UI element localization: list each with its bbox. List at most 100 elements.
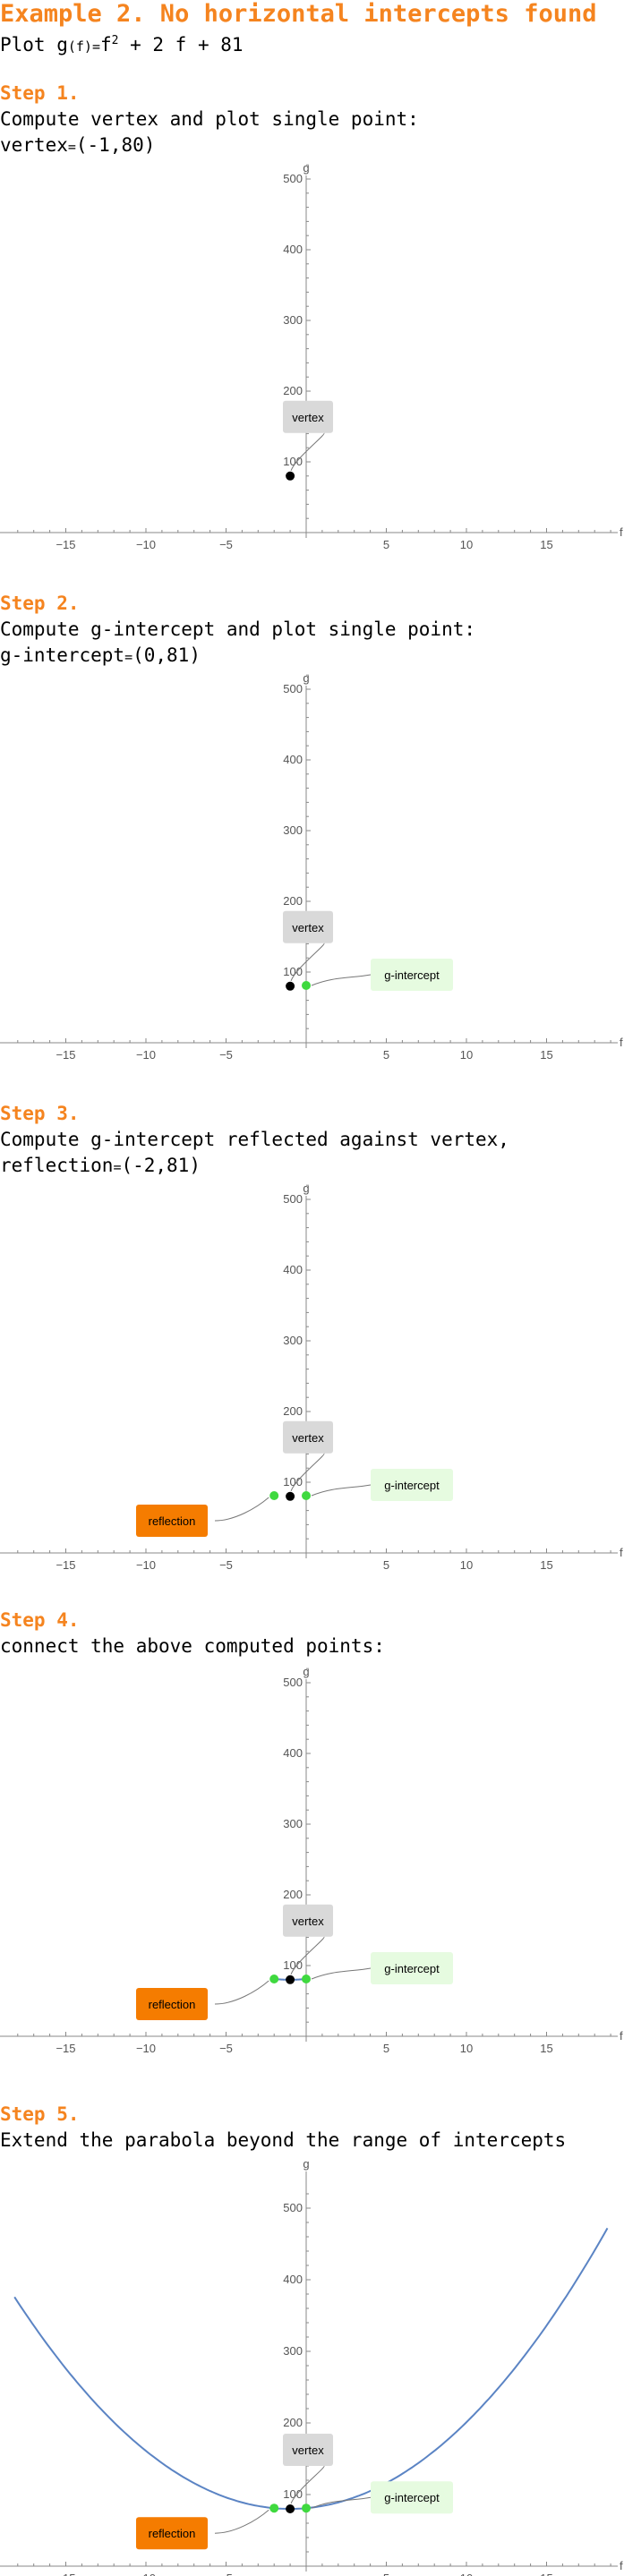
vertex-point xyxy=(286,981,295,991)
x-tick-label: −10 xyxy=(136,1558,156,1572)
g-intercept-leader-line xyxy=(311,1967,372,1980)
g-intercept-label-box xyxy=(371,959,453,992)
g-intercept-label: g-intercept xyxy=(384,2491,440,2504)
intro-fname: f xyxy=(99,34,112,55)
step-1-heading: Step 1. xyxy=(0,82,80,104)
y-tick-label: 300 xyxy=(283,1817,303,1830)
x-tick-label: −15 xyxy=(56,2572,75,2576)
vertex-point xyxy=(286,1975,295,1984)
step-2-var-value: (0,81) xyxy=(132,644,201,666)
vertex-label-box xyxy=(283,910,333,943)
x-tick-label: −5 xyxy=(219,2572,233,2576)
x-tick-label: 15 xyxy=(540,1558,552,1572)
y-tick-label: 300 xyxy=(283,313,303,327)
step-5-heading: Step 5. xyxy=(0,2103,80,2125)
y-tick-label: 400 xyxy=(283,2273,303,2286)
g-intercept-label-box xyxy=(371,2481,453,2514)
x-tick-label: 10 xyxy=(460,1558,473,1572)
y-tick-label: 500 xyxy=(283,2201,303,2214)
x-tick-label: 10 xyxy=(460,2572,473,2576)
y-tick-label: 400 xyxy=(283,1746,303,1760)
reflection-point xyxy=(269,1491,279,1501)
step-2-plot: −15 −10 −5 5 10 15 100 200 300 400 500 f g vertex g-in… xyxy=(0,671,623,1062)
x-tick-label: 15 xyxy=(540,538,552,551)
step-1-plot: −15 −10 −5 5 10 15 100 200 300 400 500 f g vertex xyxy=(0,161,623,551)
step-1-line-2: vertex=(-1,80) xyxy=(0,134,155,156)
y-tick-label: 300 xyxy=(283,823,303,837)
x-tick-label: 5 xyxy=(383,2572,389,2576)
x-tick-label: 10 xyxy=(460,538,473,551)
vertex-label-box xyxy=(283,1904,333,1937)
step-5-plot: −15 −10 −5 5 10 15 100 200 300 400 500 f g vertex g-in… xyxy=(0,2157,623,2576)
y-axis-label: g xyxy=(303,671,309,685)
page-title: Example 2. No horizontal intercepts foun… xyxy=(0,0,597,28)
intro-args: (f) xyxy=(67,38,92,55)
y-tick-label: 200 xyxy=(283,1404,303,1418)
vertex-point xyxy=(286,471,295,481)
intro-eq: = xyxy=(91,38,100,55)
y-tick-label: 500 xyxy=(283,682,303,695)
y-axis-label: g xyxy=(303,1181,309,1195)
x-tick-label: 15 xyxy=(540,1048,552,1062)
parabola-curve xyxy=(13,2227,609,2510)
g-intercept-point xyxy=(302,981,311,991)
g-intercept-point xyxy=(302,1975,311,1984)
step-1-var-value: (-1,80) xyxy=(75,134,156,156)
reflection-leader-line xyxy=(214,2509,269,2534)
vertex-leader-line xyxy=(290,432,325,471)
reflection-point xyxy=(269,2503,279,2513)
vertex-label: vertex xyxy=(292,921,324,934)
g-intercept-leader-line xyxy=(311,974,372,986)
x-axis-label: f xyxy=(620,1036,623,1049)
y-axis-label: g xyxy=(303,1665,309,1678)
y-tick-label: 500 xyxy=(283,1676,303,1689)
step-3-var-eq: = xyxy=(113,1159,122,1175)
y-tick-label: 100 xyxy=(283,965,303,978)
step-2-var-eq: = xyxy=(124,649,133,665)
g-intercept-leader-line xyxy=(311,1484,372,1497)
intro-line: Plot g(f)=f2 + 2 f + 81 xyxy=(0,34,244,55)
y-tick-label: 400 xyxy=(283,243,303,256)
reflection-label-box xyxy=(136,1988,208,2021)
vertex-label-box xyxy=(283,2434,333,2466)
x-tick-label: 5 xyxy=(383,2042,389,2055)
step-2-line-2: g-intercept=(0,81) xyxy=(0,644,201,666)
x-axis-label: f xyxy=(620,1546,623,1559)
x-tick-label: −10 xyxy=(136,2572,156,2576)
y-tick-label: 100 xyxy=(283,1958,303,1972)
vertex-leader-line xyxy=(290,1936,325,1975)
vertex-leader-line xyxy=(290,1453,325,1491)
step-4-line-1: connect the above computed points: xyxy=(0,1635,385,1657)
g-intercept-leader-line xyxy=(311,2496,372,2509)
y-tick-label: 500 xyxy=(283,172,303,185)
x-tick-label: 10 xyxy=(460,1048,473,1062)
x-tick-label: 5 xyxy=(383,1048,389,1062)
y-tick-label: 400 xyxy=(283,753,303,766)
vertex-point xyxy=(286,1491,295,1501)
reflection-point xyxy=(269,1975,279,1984)
step-3-var-name: reflection xyxy=(0,1155,114,1176)
x-tick-label: −10 xyxy=(136,2042,156,2055)
g-intercept-label: g-intercept xyxy=(384,968,440,982)
y-tick-label: 200 xyxy=(283,384,303,397)
step-1-var-eq: = xyxy=(67,139,76,155)
step-3-plot: −15 −10 −5 5 10 15 100 200 300 400 500 f g vertex g-in… xyxy=(0,1181,623,1572)
step-2-var-name: g-intercept xyxy=(0,644,125,666)
reflection-label: reflection xyxy=(149,1998,196,2011)
x-tick-label: 5 xyxy=(383,1558,389,1572)
g-intercept-label: g-intercept xyxy=(384,1962,440,1975)
vertex-label-box xyxy=(283,400,333,433)
y-tick-label: 300 xyxy=(283,2344,303,2358)
vertex-label: vertex xyxy=(292,2444,324,2457)
y-tick-label: 200 xyxy=(283,2416,303,2429)
x-tick-label: −15 xyxy=(56,1048,75,1062)
g-intercept-label-box xyxy=(371,1952,453,1985)
y-tick-label: 400 xyxy=(283,1263,303,1276)
intro-rest: + 2 f + 81 xyxy=(118,34,244,55)
reflection-label: reflection xyxy=(149,2527,196,2540)
y-tick-label: 100 xyxy=(283,2487,303,2501)
step-4-plot: −15 −10 −5 5 10 15 100 200 300 400 500 f g vertex g-in… xyxy=(0,1665,623,2055)
x-tick-label: 5 xyxy=(383,538,389,551)
x-tick-label: 15 xyxy=(540,2042,552,2055)
y-axis-label: g xyxy=(303,161,309,175)
